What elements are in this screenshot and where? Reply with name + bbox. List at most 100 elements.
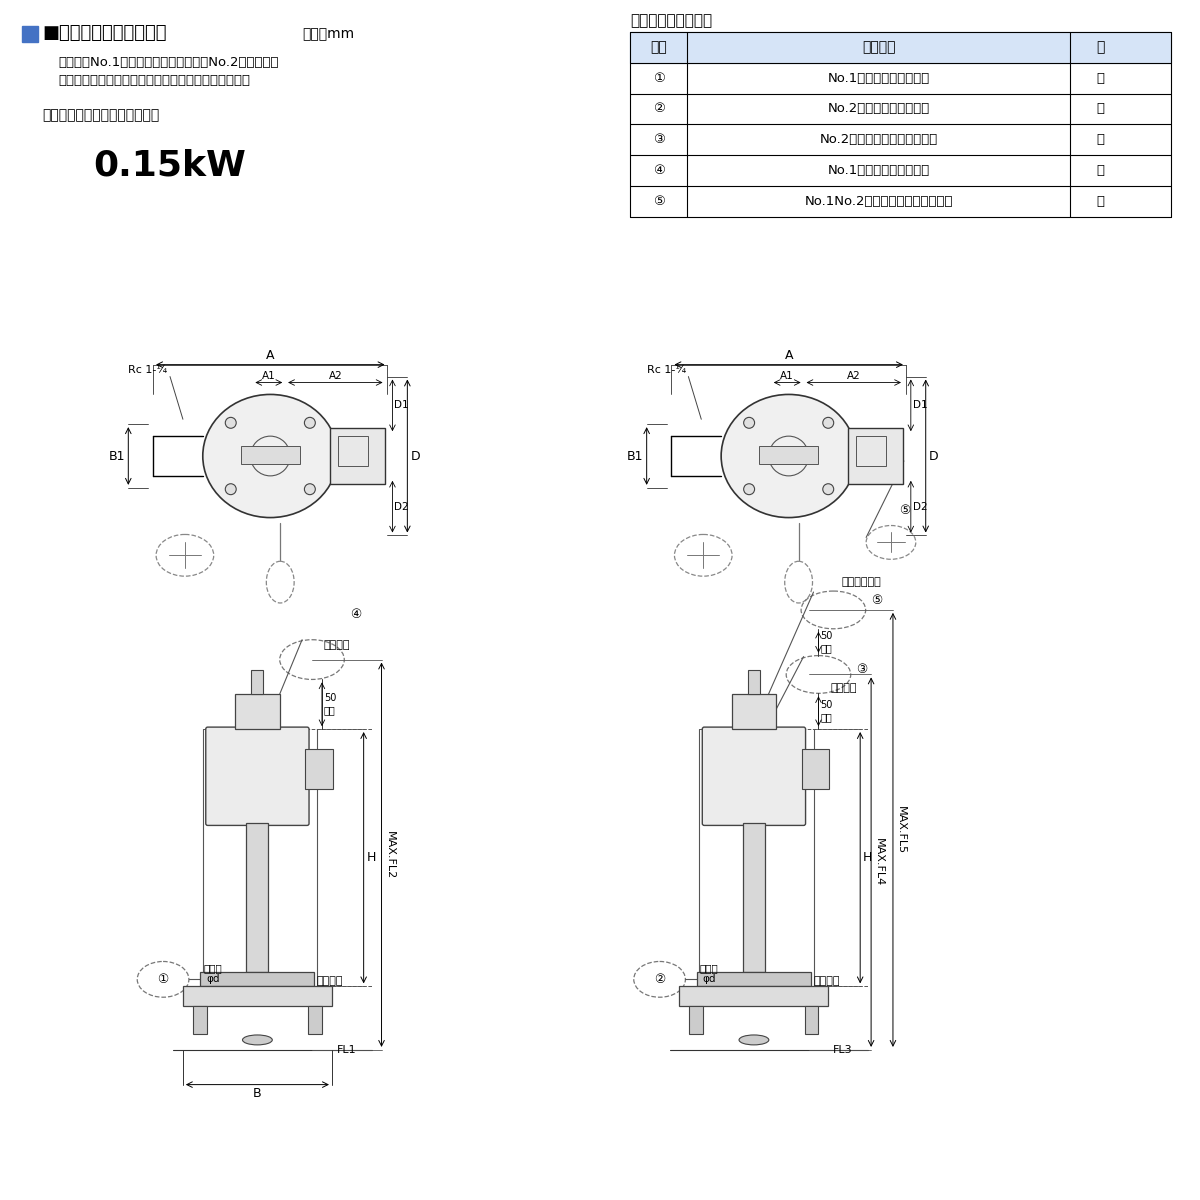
Text: MAX.FL2: MAX.FL2 [384,830,395,878]
Text: 停止水位: 停止水位 [814,977,840,986]
Text: 赤: 赤 [1097,102,1104,115]
Bar [758,446,818,464]
Text: A2: A2 [847,371,860,380]
Text: 50
以上: 50 以上 [821,701,833,722]
Text: ④: ④ [349,608,361,622]
Text: D2: D2 [913,502,928,511]
Text: 自動形・自動交互形ベンド仕様: 自動形・自動交互形ベンド仕様 [42,108,160,122]
Text: ■外形据付寸法図（例）: ■外形据付寸法図（例） [42,24,167,42]
Bar [802,749,829,788]
Text: 組み合わすことにより自動交互連動運転を行います。: 組み合わすことにより自動交互連動運転を行います。 [59,73,251,86]
Text: 黄: 黄 [1097,133,1104,146]
Text: A2: A2 [329,371,342,380]
Text: 呼び径
φd: 呼び径 φd [203,962,222,984]
Text: ③: ③ [653,133,665,146]
Bar [857,436,886,466]
Text: 始動水位: 始動水位 [830,683,857,694]
Text: D: D [929,450,938,462]
Ellipse shape [203,395,338,517]
Text: H: H [367,851,376,864]
Text: 緑: 緑 [1097,194,1104,208]
Circle shape [823,418,834,428]
Circle shape [744,484,755,494]
Text: D1: D1 [395,401,409,410]
Bar [732,695,776,730]
Text: 黄: 黄 [1097,164,1104,178]
Circle shape [823,484,834,494]
Text: 50
以上: 50 以上 [821,631,833,653]
Text: A: A [266,349,275,361]
Text: 単位：mm: 単位：mm [302,28,354,41]
Text: 赤: 赤 [1097,72,1104,85]
Text: 50
以上: 50 以上 [324,694,336,715]
Text: MAX.FL4: MAX.FL4 [874,838,884,887]
Text: 呼び径
φd: 呼び径 φd [700,962,719,984]
Bar [240,446,300,464]
Text: ③: ③ [857,664,868,676]
Text: B1: B1 [628,450,643,462]
Text: ⑤: ⑤ [871,594,882,606]
Text: 並列運転水位: 並列運転水位 [841,577,881,587]
Text: Rc 1-¼: Rc 1-¼ [128,365,168,374]
Text: ④: ④ [653,164,665,178]
Bar [235,695,280,730]
Text: 自動形（No.1ポンプ）と自動交互形（No.2ポンプ）を: 自動形（No.1ポンプ）と自動交互形（No.2ポンプ）を [59,56,280,68]
Text: ⑤: ⑤ [653,194,665,208]
Bar [697,972,811,986]
Text: 記号: 記号 [650,41,667,54]
Text: 0.15kW: 0.15kW [94,148,246,182]
Circle shape [226,484,236,494]
Text: No.2ポンプ停止フロート: No.2ポンプ停止フロート [828,102,930,115]
Circle shape [305,484,316,494]
Bar [630,32,1171,62]
Bar [679,986,828,1006]
Bar [182,986,332,1006]
FancyBboxPatch shape [702,727,805,826]
Text: ①: ① [157,973,169,986]
Bar [743,823,764,972]
Bar [748,670,760,695]
Ellipse shape [242,1034,272,1045]
Text: 色: 色 [1097,41,1105,54]
Bar [689,1006,703,1034]
Text: No.1ポンプ停止フロート: No.1ポンプ停止フロート [828,72,930,85]
Bar [848,428,902,484]
Text: 停止水位: 停止水位 [317,977,343,986]
Text: Rc 1-¼: Rc 1-¼ [647,365,686,374]
Text: フロート名称・識別: フロート名称・識別 [630,13,712,28]
Text: A1: A1 [780,371,794,380]
Ellipse shape [739,1034,769,1045]
Text: 名　　称: 名 称 [862,41,895,54]
Text: A1: A1 [262,371,276,380]
Text: D: D [410,450,420,462]
Text: FL3: FL3 [833,1045,853,1055]
Circle shape [226,418,236,428]
Bar [330,428,384,484]
Bar [200,972,314,986]
Text: No.2ポンプ交互始動フロート: No.2ポンプ交互始動フロート [820,133,937,146]
Text: ②: ② [654,973,665,986]
Text: ②: ② [653,102,665,115]
FancyBboxPatch shape [205,727,310,826]
Bar [252,670,263,695]
Text: B: B [253,1086,262,1099]
Circle shape [305,418,316,428]
Text: MAX.FL5: MAX.FL5 [896,806,906,854]
Text: 始動水位: 始動水位 [324,640,350,649]
Bar [246,823,269,972]
Text: ⑤: ⑤ [899,504,910,517]
Text: ①: ① [653,72,665,85]
Bar [22,26,38,42]
Bar [193,1006,206,1034]
Bar [308,1006,322,1034]
Text: No.1No.2ポンプ並列運転フロート: No.1No.2ポンプ並列運転フロート [804,194,953,208]
Bar [338,436,367,466]
Text: A: A [785,349,793,361]
Bar [804,1006,818,1034]
Ellipse shape [721,395,857,517]
Text: No.1ポンプ始動フロート: No.1ポンプ始動フロート [828,164,930,178]
Text: FL1: FL1 [337,1045,356,1055]
Text: D2: D2 [395,502,409,511]
Text: B1: B1 [109,450,125,462]
Text: H: H [863,851,872,864]
